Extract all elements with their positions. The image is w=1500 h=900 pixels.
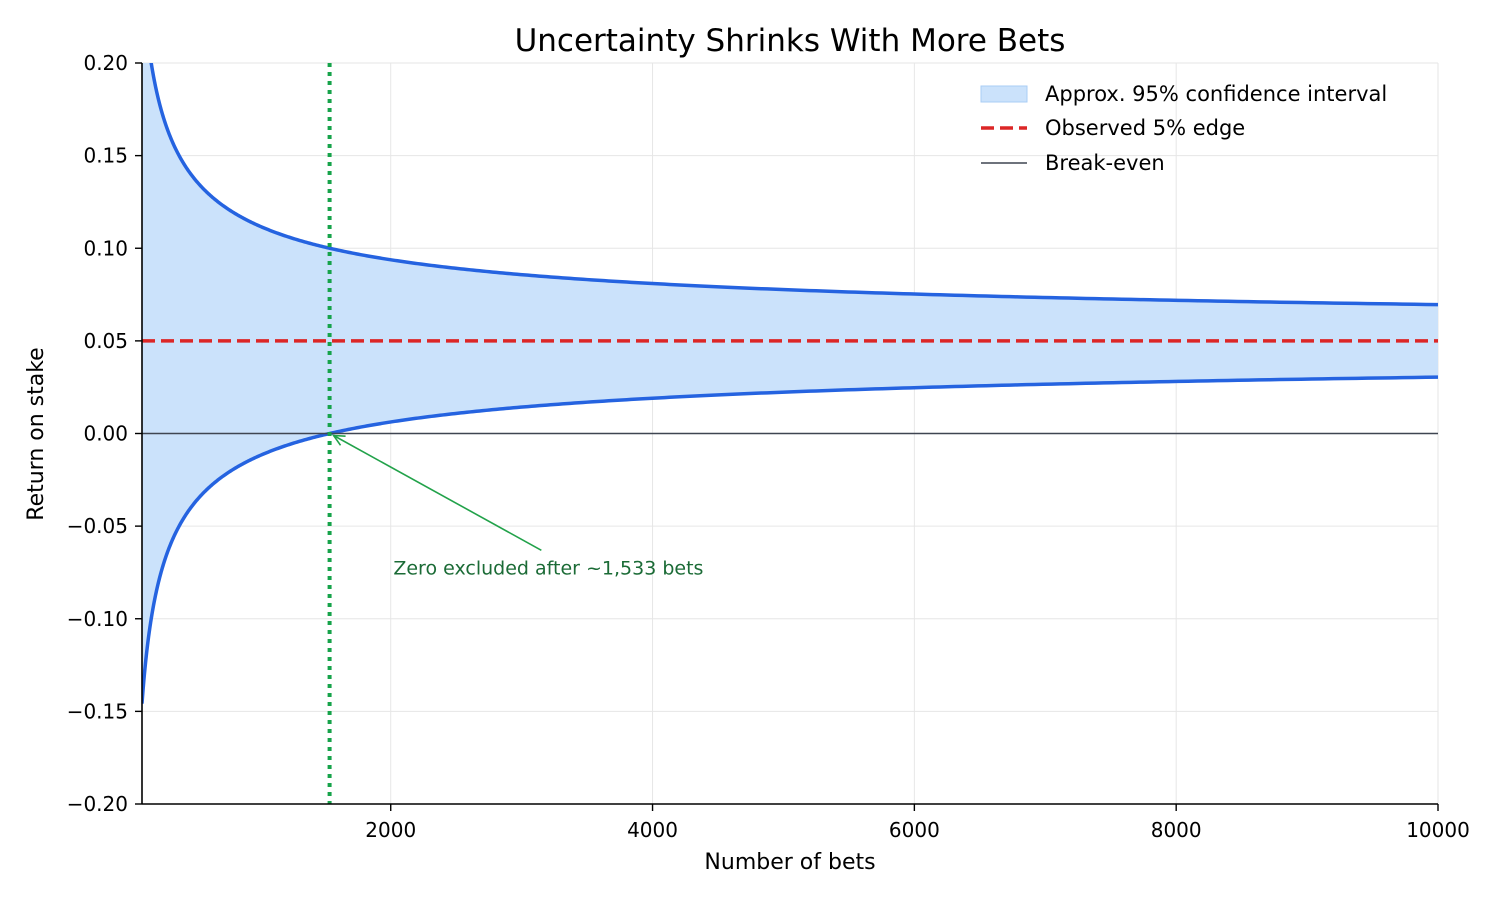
y-tick-label: −0.20: [67, 792, 128, 816]
x-tick-label: 6000: [889, 818, 940, 842]
annotation: Zero excluded after ~1,533 bets: [331, 434, 703, 579]
y-tick-label: −0.15: [67, 699, 128, 723]
confidence-upper-bound-line: [149, 63, 1438, 307]
confidence-band-layer: [142, 63, 1438, 704]
y-tick-label: 0.05: [83, 329, 128, 353]
x-tick-label: 10000: [1406, 818, 1470, 842]
x-axis-title: Number of bets: [704, 850, 875, 875]
chart-title: Uncertainty Shrinks With More Bets: [515, 23, 1066, 59]
x-tick-label: 8000: [1151, 818, 1202, 842]
legend: Approx. 95% confidence interval Observed…: [980, 82, 1387, 175]
legend-label-break-even: Break-even: [1045, 151, 1165, 175]
y-tick-label: 0.15: [83, 144, 128, 168]
y-tick-label: 0.00: [83, 422, 128, 446]
annotation-text: Zero excluded after ~1,533 bets: [393, 557, 703, 579]
legend-label-observed-edge: Observed 5% edge: [1045, 116, 1245, 140]
confidence-band: [142, 63, 1438, 704]
y-axis-title: Return on stake: [24, 347, 49, 520]
x-tick-label: 4000: [627, 818, 678, 842]
lines-layer: [142, 63, 1438, 804]
confidence-lower-bound-line: [142, 375, 1438, 704]
x-tick-label: 2000: [365, 818, 416, 842]
ticks-layer: 2000 4000 6000 8000 10000 −0.20 −0.15 −0.10 −0.0…: [67, 51, 1470, 842]
legend-swatch-confidence-band: [980, 85, 1028, 103]
y-tick-label: −0.05: [67, 514, 128, 538]
y-tick-label: 0.20: [83, 51, 128, 75]
annotation-arrow-line: [333, 434, 542, 551]
legend-label-confidence-band: Approx. 95% confidence interval: [1045, 82, 1387, 106]
annotation-arrow-head: [331, 434, 346, 446]
y-tick-label: 0.10: [83, 236, 128, 260]
y-tick-label: −0.10: [67, 607, 128, 631]
